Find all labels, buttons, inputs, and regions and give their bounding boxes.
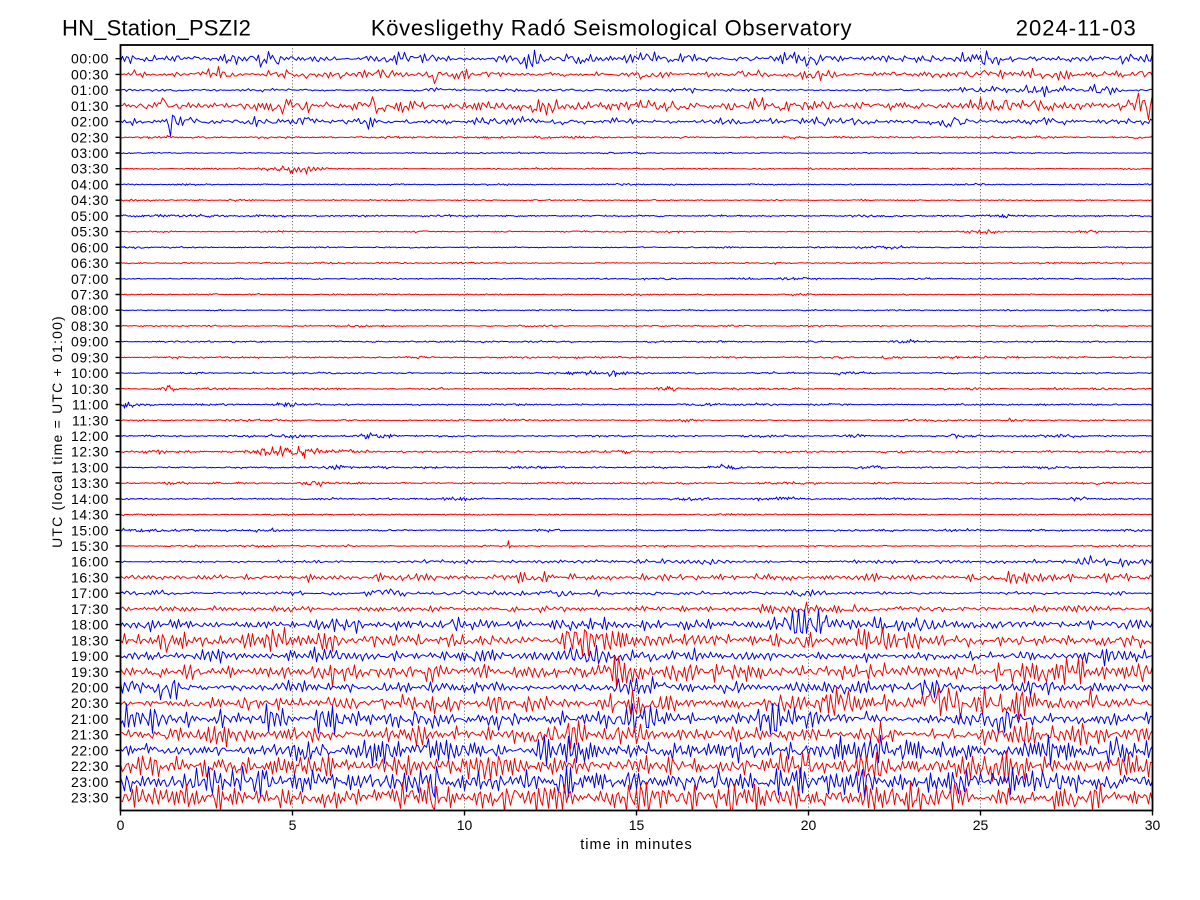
svg-text:19:00: 19:00 bbox=[71, 648, 109, 664]
svg-text:03:30: 03:30 bbox=[71, 161, 109, 177]
svg-text:20: 20 bbox=[801, 817, 817, 833]
svg-text:18:30: 18:30 bbox=[71, 632, 109, 648]
svg-text:0: 0 bbox=[117, 817, 125, 833]
svg-text:16:30: 16:30 bbox=[71, 570, 109, 586]
svg-text:15:30: 15:30 bbox=[71, 538, 109, 554]
svg-text:10: 10 bbox=[457, 817, 473, 833]
svg-text:04:00: 04:00 bbox=[71, 177, 109, 193]
svg-text:11:30: 11:30 bbox=[72, 412, 109, 428]
svg-text:23:00: 23:00 bbox=[71, 774, 109, 790]
svg-text:14:00: 14:00 bbox=[71, 491, 109, 507]
svg-text:04:30: 04:30 bbox=[71, 192, 109, 208]
svg-text:10:00: 10:00 bbox=[71, 365, 109, 381]
svg-text:00:00: 00:00 bbox=[71, 51, 109, 67]
svg-text:20:30: 20:30 bbox=[71, 695, 109, 711]
svg-text:13:30: 13:30 bbox=[71, 475, 109, 491]
svg-text:02:30: 02:30 bbox=[71, 129, 109, 145]
svg-text:05:00: 05:00 bbox=[71, 208, 109, 224]
svg-text:30: 30 bbox=[1145, 817, 1161, 833]
svg-text:01:30: 01:30 bbox=[71, 98, 109, 114]
svg-text:15:00: 15:00 bbox=[71, 522, 109, 538]
svg-text:Kövesligethy Radó Seismologica: Kövesligethy Radó Seismological Observat… bbox=[371, 16, 852, 41]
svg-text:07:00: 07:00 bbox=[71, 271, 109, 287]
svg-text:01:00: 01:00 bbox=[71, 82, 109, 98]
svg-text:19:30: 19:30 bbox=[71, 664, 109, 680]
svg-text:12:30: 12:30 bbox=[71, 444, 109, 460]
svg-text:18:00: 18:00 bbox=[71, 617, 109, 633]
svg-text:5: 5 bbox=[289, 817, 297, 833]
svg-text:UTC (local time = UTC + 01:00): UTC (local time = UTC + 01:00) bbox=[49, 315, 65, 548]
svg-text:16:00: 16:00 bbox=[71, 554, 109, 570]
svg-text:07:30: 07:30 bbox=[71, 287, 109, 303]
svg-text:03:00: 03:00 bbox=[71, 145, 109, 161]
svg-text:15: 15 bbox=[629, 817, 645, 833]
svg-text:25: 25 bbox=[973, 817, 989, 833]
svg-text:08:30: 08:30 bbox=[71, 318, 109, 334]
svg-text:11:00: 11:00 bbox=[72, 397, 109, 413]
svg-text:12:00: 12:00 bbox=[71, 428, 109, 444]
svg-text:00:30: 00:30 bbox=[71, 66, 109, 82]
svg-text:22:00: 22:00 bbox=[71, 742, 109, 758]
svg-text:21:00: 21:00 bbox=[71, 711, 109, 727]
svg-text:time in minutes: time in minutes bbox=[580, 837, 693, 853]
svg-text:08:00: 08:00 bbox=[71, 302, 109, 318]
svg-text:23:30: 23:30 bbox=[71, 790, 109, 806]
svg-text:06:00: 06:00 bbox=[71, 239, 109, 255]
svg-text:21:30: 21:30 bbox=[71, 727, 109, 743]
svg-text:09:00: 09:00 bbox=[71, 334, 109, 350]
svg-text:02:00: 02:00 bbox=[71, 114, 109, 130]
svg-text:22:30: 22:30 bbox=[71, 758, 109, 774]
svg-text:06:30: 06:30 bbox=[71, 255, 109, 271]
svg-text:20:00: 20:00 bbox=[71, 680, 109, 696]
svg-text:HN_Station_PSZI2: HN_Station_PSZI2 bbox=[62, 16, 251, 41]
svg-text:13:00: 13:00 bbox=[71, 459, 109, 475]
svg-text:10:30: 10:30 bbox=[71, 381, 109, 397]
svg-text:09:30: 09:30 bbox=[71, 349, 109, 365]
svg-text:2024-11-03: 2024-11-03 bbox=[1016, 16, 1137, 41]
svg-text:17:30: 17:30 bbox=[71, 601, 109, 617]
svg-text:05:30: 05:30 bbox=[71, 224, 109, 240]
svg-text:14:30: 14:30 bbox=[71, 507, 109, 523]
svg-text:17:00: 17:00 bbox=[71, 585, 109, 601]
